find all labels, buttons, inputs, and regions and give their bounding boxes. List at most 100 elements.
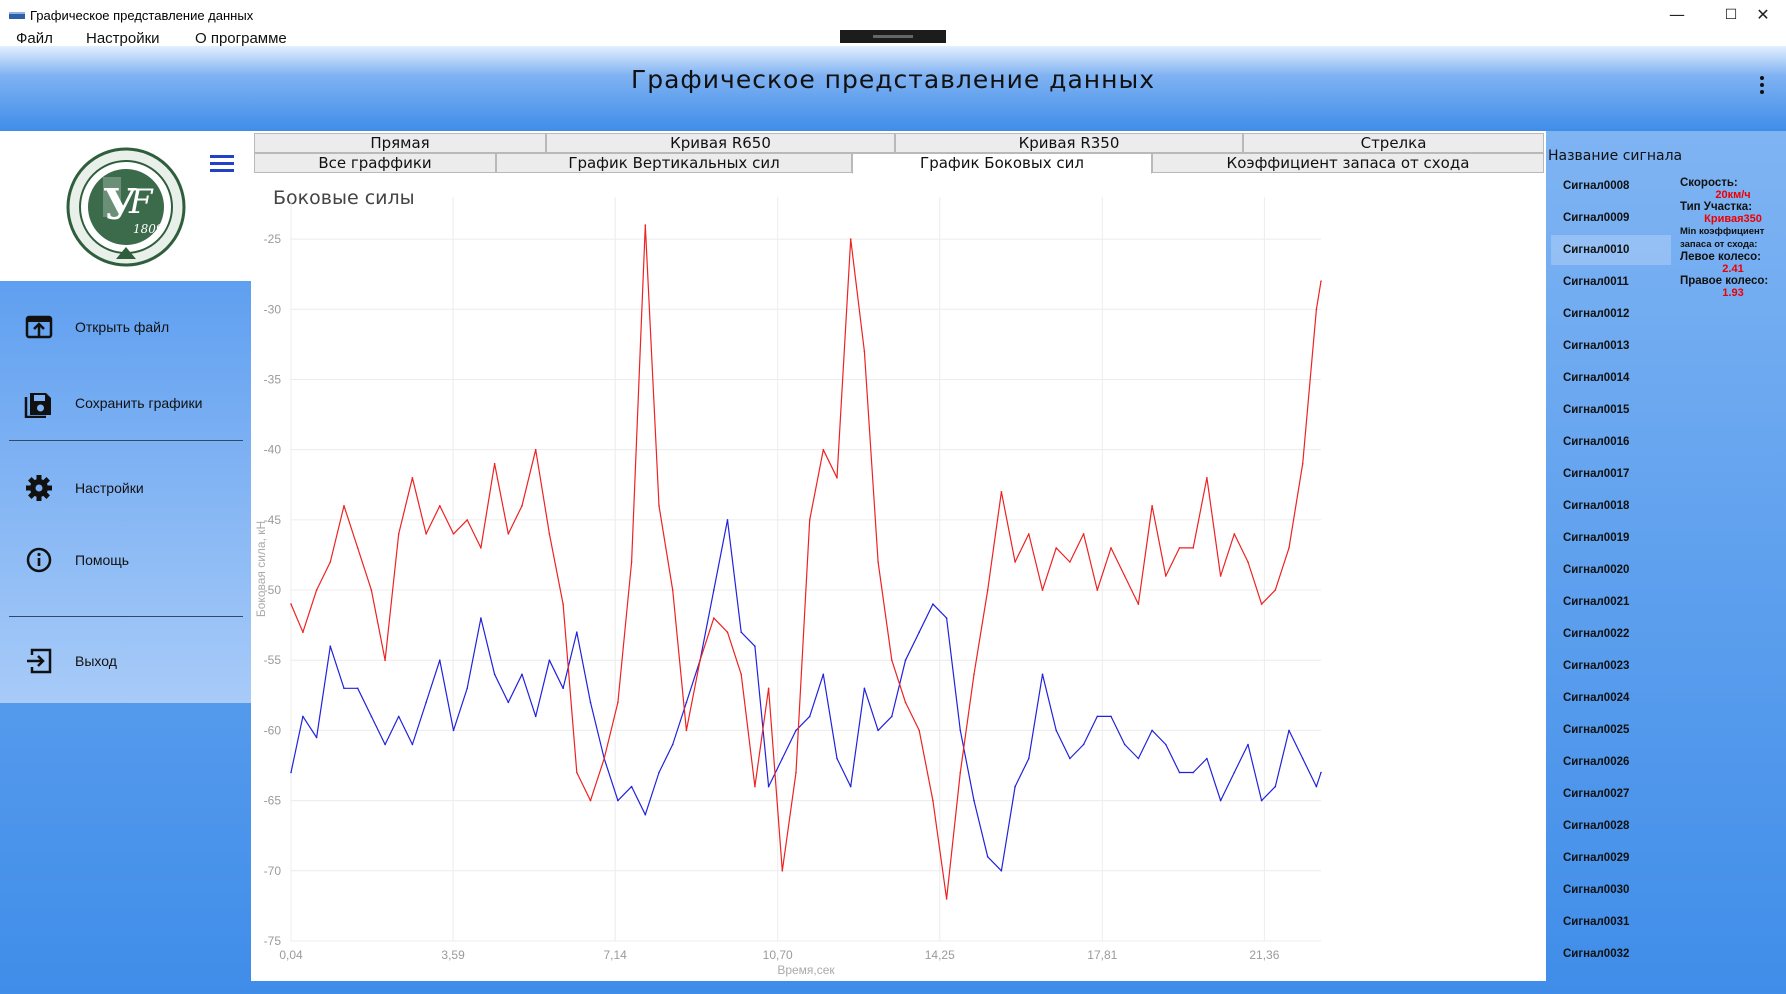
y-tick-label: -70: [264, 864, 282, 878]
left-wheel-series-line: [290, 519, 1322, 872]
right-wheel-point: [1000, 491, 1003, 493]
left-wheel-point: [836, 757, 838, 760]
right-wheel-point: [1082, 533, 1085, 535]
signal-item[interactable]: Сигнал0010: [1551, 235, 1671, 265]
signal-item[interactable]: Сигнал0019: [1563, 532, 1630, 544]
right-wheel-point: [411, 477, 414, 479]
right-wheel-point: [1137, 603, 1140, 605]
right-wheel-point: [699, 659, 701, 661]
tab-curve-r650[interactable]: Кривая R650: [546, 133, 895, 153]
minimize-button[interactable]: —: [1669, 5, 1685, 24]
tab-all-charts[interactable]: Все граффики: [254, 153, 496, 173]
left-wheel-point: [1014, 785, 1016, 788]
menu-about[interactable]: О программе: [195, 30, 287, 47]
speed-value: 20км/ч: [1715, 189, 1751, 201]
left-wheel-point: [1165, 743, 1167, 746]
drag-handle[interactable]: [840, 30, 946, 43]
signal-item[interactable]: Сигнал0012: [1563, 308, 1630, 320]
right-wheel-point: [671, 589, 674, 591]
right-wheel-point: [644, 224, 647, 226]
signal-item[interactable]: Сигнал0023: [1563, 660, 1630, 672]
y-tick-label: -30: [264, 302, 282, 316]
left-wheel-point: [425, 701, 427, 704]
signal-item[interactable]: Сигнал0014: [1563, 372, 1630, 384]
signal-item[interactable]: Сигнал0026: [1563, 756, 1630, 768]
tab-vertical-forces[interactable]: График Вертикальных сил: [496, 153, 852, 173]
right-wheel-point: [343, 505, 345, 507]
left-wheel-point: [370, 715, 373, 718]
signal-item[interactable]: Сигнал0030: [1563, 884, 1630, 896]
x-tick-label: 0,04: [279, 948, 303, 962]
right-wheel-point: [521, 505, 523, 507]
tab-lateral-forces[interactable]: График Боковых сил: [852, 153, 1152, 174]
signal-item[interactable]: Сигнал0029: [1563, 852, 1630, 864]
more-options-icon[interactable]: [1760, 76, 1766, 97]
signal-item[interactable]: Сигнал0008: [1563, 180, 1630, 192]
right-wheel-point: [589, 799, 592, 802]
signal-item[interactable]: Сигнал0031: [1563, 916, 1630, 928]
sidebar-item-help[interactable]: Помощь: [0, 534, 251, 584]
left-wheel-point: [507, 701, 510, 704]
y-tick-label: -65: [264, 794, 282, 808]
x-tick-label: 21,36: [1249, 948, 1279, 962]
left-wheel-point: [1110, 715, 1112, 718]
right-wheel-point: [822, 448, 825, 451]
left-wheel-point: [1151, 729, 1153, 732]
signal-item[interactable]: Сигнал0009: [1563, 212, 1630, 224]
left-wheel-point: [1000, 870, 1003, 872]
right-wheel-point: [1301, 462, 1304, 465]
left-wheel-value: 2.41: [1722, 263, 1744, 275]
signal-item[interactable]: Сигнал0011: [1563, 276, 1629, 288]
chart-title: Боковые силы: [273, 187, 415, 209]
close-button[interactable]: ✕: [1756, 5, 1770, 24]
sidebar-item-exit[interactable]: Выход: [0, 635, 251, 685]
left-wheel-point: [1315, 785, 1318, 788]
signal-item[interactable]: Сигнал0032: [1563, 948, 1630, 960]
tab-row-charts: Все граффики График Вертикальных сил Гра…: [254, 153, 1544, 174]
y-tick-label: -45: [264, 513, 282, 527]
window-title: Графическое представление данных: [30, 8, 254, 23]
speed-label: Скорость:: [1680, 177, 1738, 189]
right-wheel-point: [1096, 589, 1099, 591]
signal-item[interactable]: Сигнал0015: [1563, 404, 1630, 416]
right-wheel-point: [1260, 603, 1263, 605]
right-wheel-point: [1315, 308, 1318, 311]
left-wheel-point: [480, 617, 482, 619]
signal-item[interactable]: Сигнал0018: [1563, 500, 1630, 512]
left-wheel-point: [822, 673, 825, 676]
signal-item[interactable]: Сигнал0028: [1563, 820, 1630, 832]
right-wheel-point: [1233, 533, 1236, 535]
sidebar-item-save-charts[interactable]: Сохранить графики: [0, 377, 251, 427]
sidebar-item-settings[interactable]: Настройки: [0, 462, 251, 512]
signal-item[interactable]: Сигнал0020: [1563, 564, 1630, 576]
left-wheel-point: [576, 631, 578, 633]
tab-straight[interactable]: Прямая: [254, 133, 546, 153]
tab-switch[interactable]: Стрелка: [1243, 133, 1544, 153]
tab-derailment-coefficient[interactable]: Коэффициент запаса от схода: [1152, 153, 1544, 173]
maximize-button[interactable]: ☐: [1724, 7, 1738, 23]
signal-item[interactable]: Сигнал0016: [1563, 436, 1630, 448]
hamburger-menu-icon[interactable]: [210, 155, 234, 173]
signal-item[interactable]: Сигнал0022: [1563, 628, 1630, 640]
menu-settings[interactable]: Настройки: [86, 30, 160, 47]
sidebar-item-label: Выход: [75, 653, 117, 669]
right-wheel-point: [302, 631, 304, 633]
right-wheel-label: Правое колесо:: [1680, 275, 1769, 287]
signal-item[interactable]: Сигнал0025: [1563, 724, 1630, 736]
sidebar-item-open-file[interactable]: Открыть файл: [0, 301, 251, 351]
signal-item[interactable]: Сигнал0017: [1563, 468, 1630, 480]
right-wheel-point: [630, 561, 633, 563]
left-wheel-point: [1123, 743, 1126, 746]
right-wheel-point: [685, 729, 688, 732]
svg-text:1809: 1809: [133, 222, 164, 236]
signal-item[interactable]: Сигнал0021: [1563, 596, 1630, 608]
signal-item[interactable]: Сигнал0024: [1563, 692, 1630, 704]
y-axis-ticks: -25 -30 -35 -40 -45 -50 -55 -60 -65 -70 -75: [264, 232, 282, 948]
open-file-icon: [25, 315, 53, 339]
signal-item[interactable]: Сигнал0027: [1563, 788, 1630, 800]
menu-file[interactable]: Файл: [16, 30, 53, 47]
signals-header: Название сигнала: [1548, 148, 1683, 164]
sidebar-divider: [9, 616, 243, 617]
signal-item[interactable]: Сигнал0013: [1563, 340, 1630, 352]
tab-curve-r350[interactable]: Кривая R350: [895, 133, 1243, 153]
